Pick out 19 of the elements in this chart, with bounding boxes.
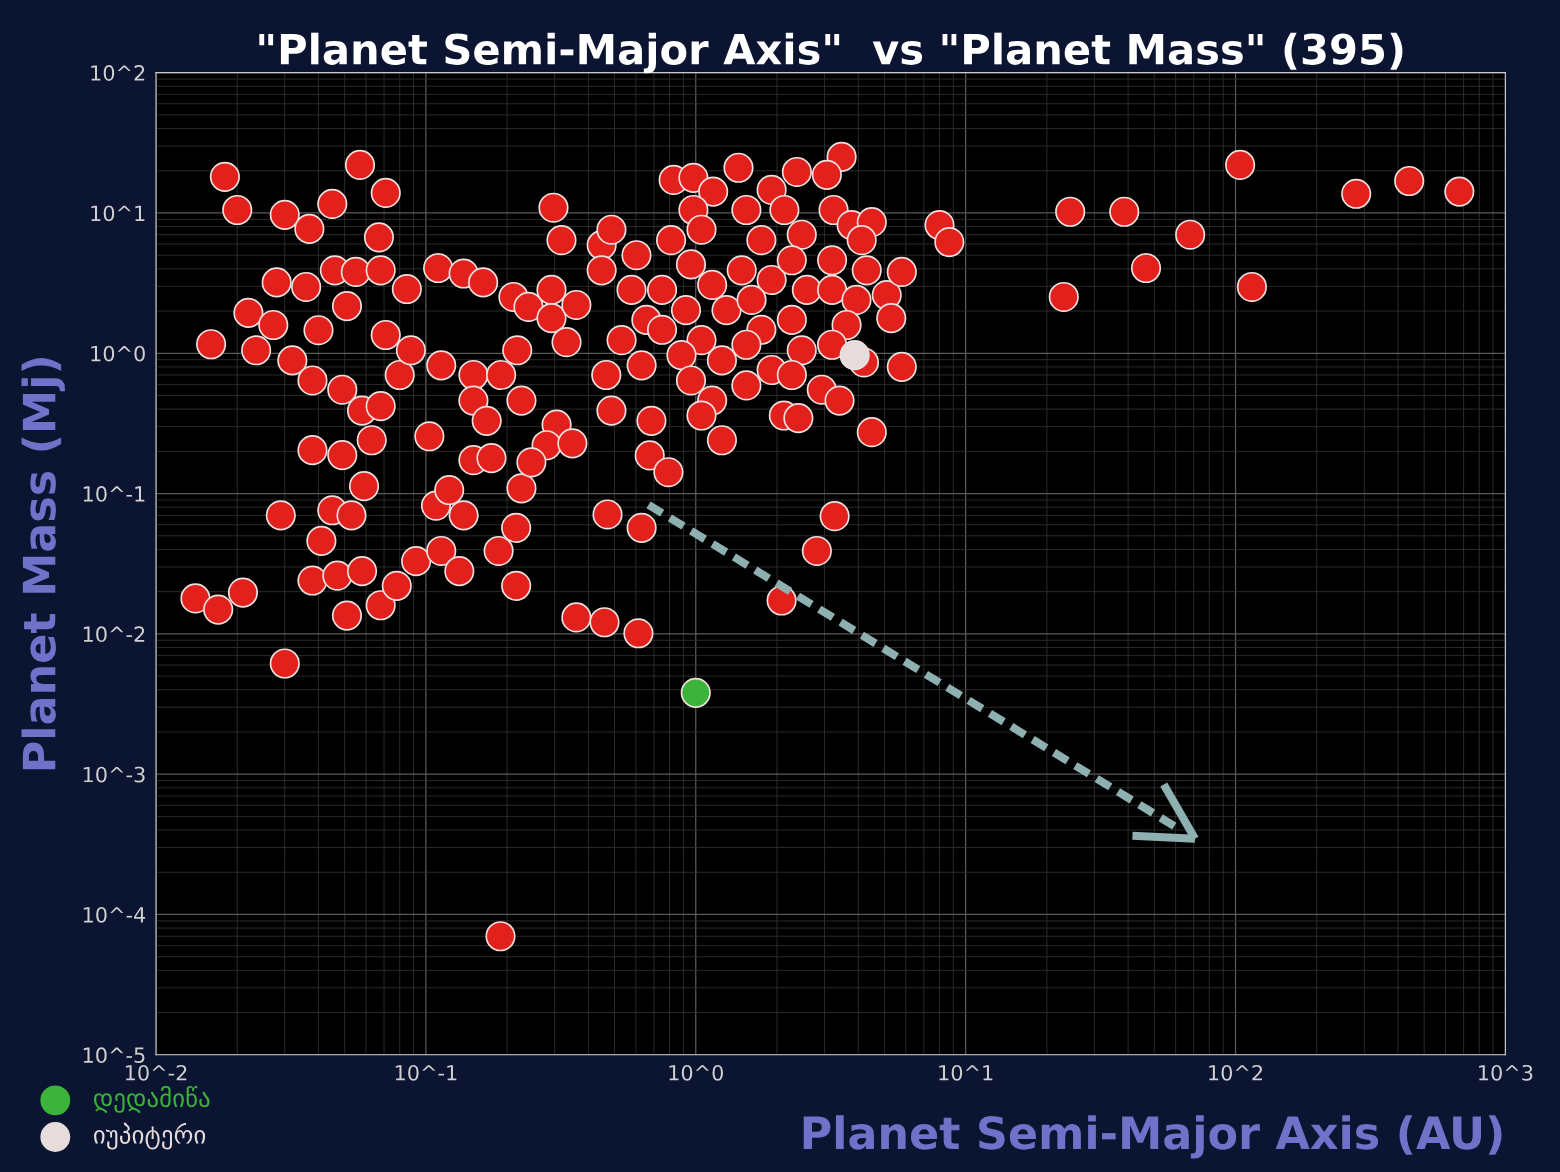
x-tick-label: 10^-2 bbox=[125, 1064, 187, 1081]
y-tick-label: 10^-2 bbox=[83, 626, 145, 643]
y-tick-label: 10^-4 bbox=[83, 906, 146, 923]
x-tick-label: 10^3 bbox=[1479, 1064, 1533, 1081]
legend-label: დედამიწა bbox=[94, 1085, 210, 1113]
y-tick-label: 10^0 bbox=[91, 345, 145, 362]
x-tick-label: 10^1 bbox=[939, 1064, 993, 1081]
x-axis-title: Planet Semi-Major Axis (AU) bbox=[803, 1115, 1502, 1159]
x-tick-label: 10^0 bbox=[669, 1064, 723, 1081]
chart-title: "Planet Semi-Major Axis" vs "Planet Mass" (395) bbox=[259, 32, 1403, 74]
y-tick-label: 10^1 bbox=[91, 205, 145, 222]
y-tick-label: 10^-3 bbox=[83, 766, 145, 783]
y-tick-label: 10^2 bbox=[91, 65, 145, 81]
x-tick-label: 10^-1 bbox=[395, 1064, 457, 1081]
legend-label: იუპიტერი bbox=[94, 1122, 206, 1150]
y-tick-label: 10^-5 bbox=[83, 1047, 145, 1064]
y-axis-title: Planet Mass (Mj) bbox=[21, 358, 65, 770]
x-tick-label: 10^2 bbox=[1209, 1064, 1263, 1081]
y-tick-label: 10^-1 bbox=[83, 486, 145, 502]
